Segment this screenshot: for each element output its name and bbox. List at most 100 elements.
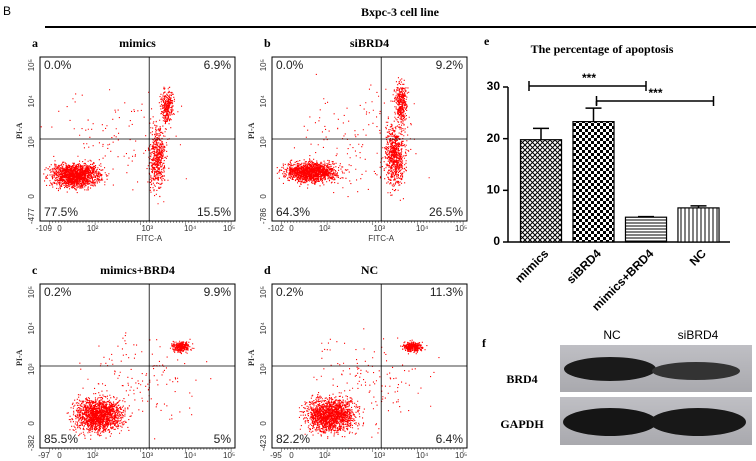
plot-title: siBRD4 xyxy=(350,36,389,50)
y-tick-label: -382 xyxy=(27,435,36,452)
event-cloud xyxy=(298,328,440,449)
y-tick-label: 10⁴ xyxy=(259,322,268,335)
western-blot: f NC siBRD4 BRD4 GAPDH xyxy=(482,328,752,445)
quadrant-pct: 26.5% xyxy=(429,205,463,219)
y-tick-label: 30 xyxy=(487,79,501,93)
bar xyxy=(624,216,668,243)
x-tick-label: 10² xyxy=(87,451,99,460)
x-tick-label: 10³ xyxy=(141,451,153,460)
row-label: BRD4 xyxy=(506,372,537,386)
x-tick-label: 10² xyxy=(319,224,331,233)
quadrant-pct: 6.4% xyxy=(436,432,464,446)
y-tick-label: 10³ xyxy=(259,363,268,375)
x-axis-label: FITC-A xyxy=(136,234,162,243)
y-tick-label: 10⁵ xyxy=(259,59,268,71)
x-tick-label: 10³ xyxy=(373,224,385,233)
y-tick-label: 10 xyxy=(487,183,501,197)
x-tick-label: 0 xyxy=(57,224,62,233)
y-tick-label: 10⁵ xyxy=(27,59,36,71)
quadrant-pct: 5% xyxy=(214,432,232,446)
x-tick-label: 10⁴ xyxy=(416,451,429,460)
y-axis-label: PI-A xyxy=(15,349,24,366)
y-axis-label: PI-A xyxy=(247,349,256,366)
panel-letter: f xyxy=(482,336,487,350)
x-tick-label: 10⁵ xyxy=(223,224,235,233)
y-tick-label: -786 xyxy=(259,208,268,225)
quadrant-pct: 0.0% xyxy=(276,58,304,72)
x-tick-label: mimics xyxy=(512,246,551,285)
x-tick-label: 10² xyxy=(319,451,331,460)
y-axis-label: PI-A xyxy=(15,122,24,139)
x-tick-label: 10⁵ xyxy=(455,451,467,460)
quadrant-pct: 0.2% xyxy=(276,285,304,299)
bar-chart: e The percentage of apoptosis 0 10 20 30 mimic… xyxy=(484,34,730,314)
band xyxy=(563,408,657,436)
quadrant-pct: 0.0% xyxy=(44,58,72,72)
flow-plot: d NC 0.2% 11.3% 82.2% 6.4% -95 0 10² 10³ 10⁴ 10⁵ 10⁵… xyxy=(247,263,468,460)
panel-letter: b xyxy=(264,36,271,50)
x-tick-label: 0 xyxy=(57,451,62,460)
lane-label: siBRD4 xyxy=(678,328,719,342)
error-bar xyxy=(585,107,602,122)
band xyxy=(652,362,740,380)
band xyxy=(650,408,746,436)
y-tick-label: 0 xyxy=(27,194,36,199)
panel-letter: c xyxy=(32,263,38,277)
y-tick-label: 10⁴ xyxy=(259,95,268,108)
x-tick-label: NC xyxy=(687,246,709,268)
figure-title: Bxpc-3 cell line xyxy=(361,5,440,19)
flow-plot: b siBRD4 0.0% 9.2% 64.3% 26.5% -102 0 10² 10³ 10⁴ 1… xyxy=(247,36,468,243)
y-tick-label: 0 xyxy=(27,421,36,426)
x-tick-label: 10² xyxy=(87,224,99,233)
event-cloud xyxy=(40,86,187,205)
y-tick-label: 0 xyxy=(493,234,500,248)
quadrant-pct: 9.2% xyxy=(436,58,464,72)
x-tick-label: -109 xyxy=(36,224,53,233)
x-tick-label: 10⁵ xyxy=(223,451,235,460)
y-tick-label: 20 xyxy=(487,131,501,145)
x-tick-label: siBRD4 xyxy=(564,246,604,286)
y-tick-label: 10³ xyxy=(259,136,268,148)
lane-label: NC xyxy=(603,328,621,342)
y-tick-label: 10⁴ xyxy=(27,322,36,335)
y-tick-label: 10³ xyxy=(27,136,36,148)
quadrant-pct: 15.5% xyxy=(197,205,231,219)
panel-label: B xyxy=(3,4,11,18)
x-tick-label: -97 xyxy=(38,451,50,460)
event-cloud xyxy=(66,332,212,440)
bar xyxy=(677,207,720,243)
error-bar xyxy=(638,215,654,218)
flow-plot: c mimics+BRD4 0.2% 9.9% 85.5% 5% -97 0 10² 10³ 10⁴… xyxy=(15,263,236,460)
plot-title: mimics+BRD4 xyxy=(100,263,175,277)
flow-panels: a mimics 0.0% 6.9% 77.5% 15.5% -109 0 10² 10³ 10⁴ 1… xyxy=(15,36,468,460)
x-tick-label: 0 xyxy=(289,451,294,460)
x-tick-label: 10³ xyxy=(141,224,153,233)
row-label: GAPDH xyxy=(500,417,544,431)
quadrant-pct: 82.2% xyxy=(276,432,310,446)
x-tick-label: -102 xyxy=(268,224,285,233)
error-bar xyxy=(533,127,549,140)
x-tick-label: 10⁴ xyxy=(184,451,197,460)
x-tick-label: -95 xyxy=(270,451,282,460)
quadrant-pct: 0.2% xyxy=(44,285,72,299)
y-tick-label: 10⁵ xyxy=(259,286,268,298)
x-tick-label: 10⁵ xyxy=(455,224,467,233)
quadrant-pct: 64.3% xyxy=(276,205,310,219)
y-tick-label: 10³ xyxy=(27,363,36,375)
quadrant-pct: 85.5% xyxy=(44,432,78,446)
y-tick-label: 0 xyxy=(259,421,268,426)
panel-letter: a xyxy=(32,36,38,50)
x-tick-label: 10⁴ xyxy=(416,224,429,233)
quadrant-pct: 11.3% xyxy=(430,285,463,299)
bar xyxy=(519,139,563,243)
x-tick-label: 0 xyxy=(289,224,294,233)
y-tick-label: -423 xyxy=(259,435,268,452)
x-axis-label: FITC-A xyxy=(368,234,394,243)
band xyxy=(564,357,656,381)
y-tick-label: 0 xyxy=(259,194,268,199)
panel-letter: d xyxy=(264,263,271,277)
y-axis-label: PI-A xyxy=(247,122,256,139)
significance-label: *** xyxy=(648,86,662,100)
quadrant-pct: 6.9% xyxy=(204,58,232,72)
